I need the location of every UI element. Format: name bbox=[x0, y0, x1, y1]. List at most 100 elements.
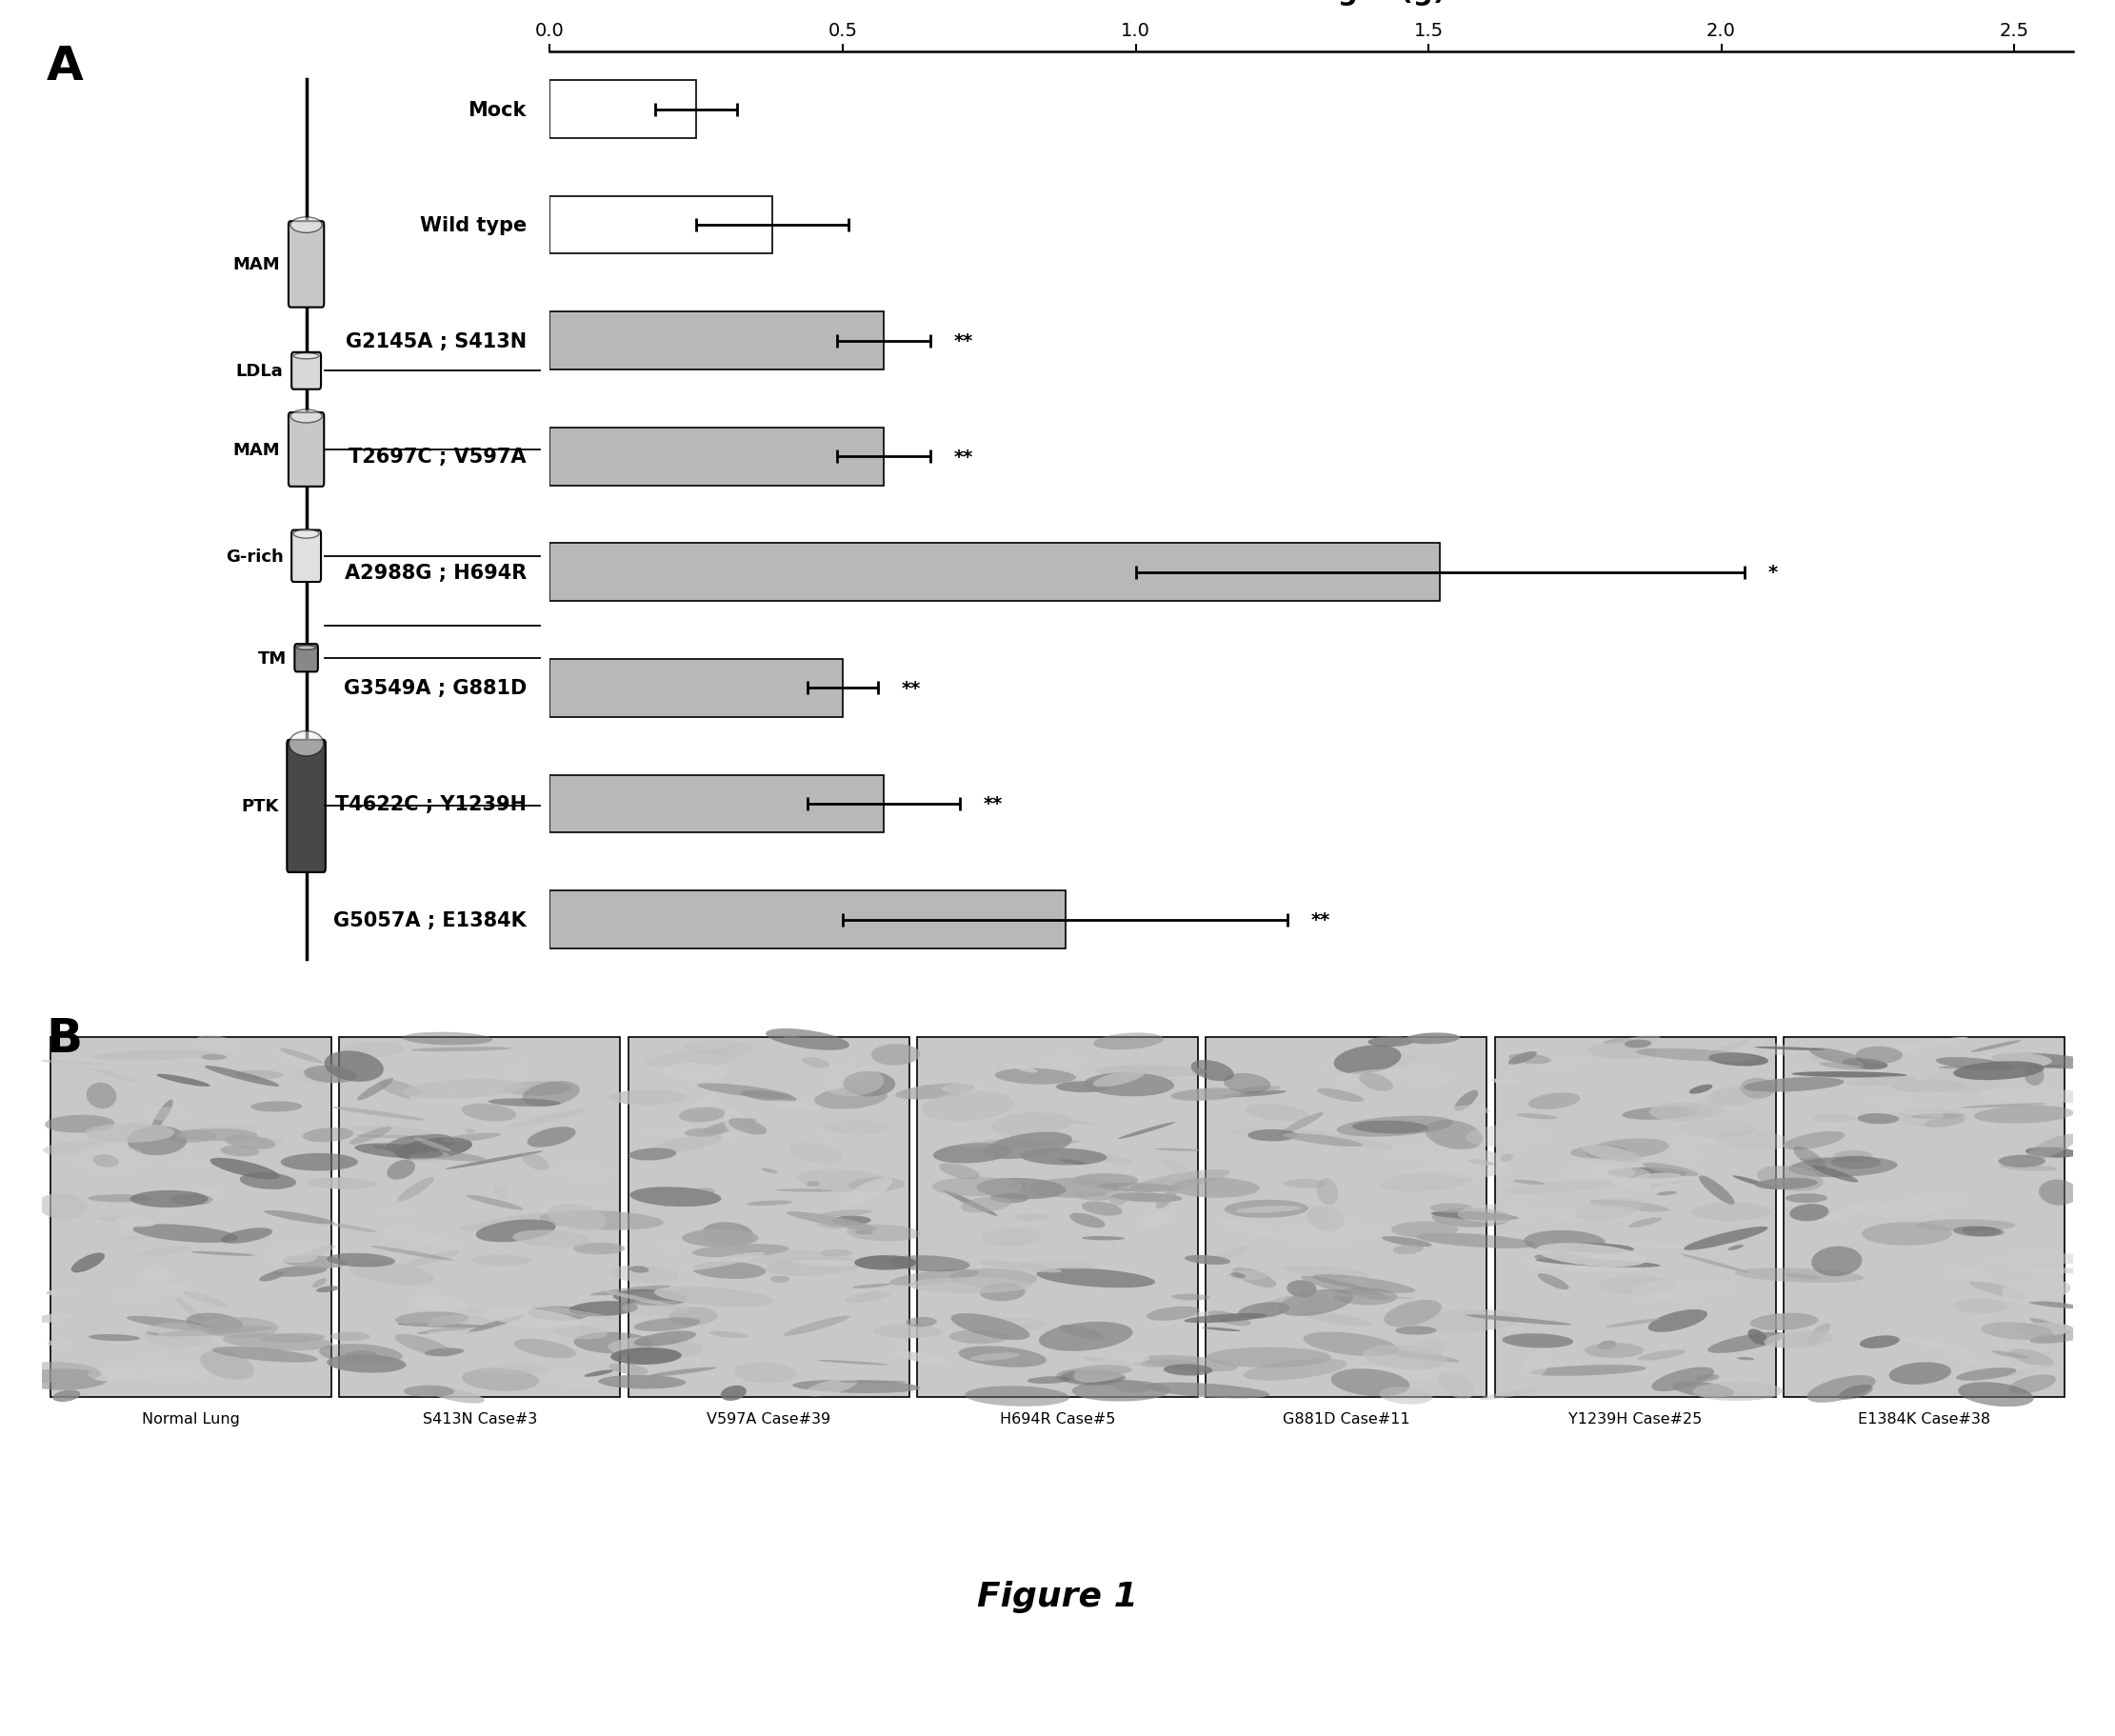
Ellipse shape bbox=[1074, 1356, 1142, 1384]
Ellipse shape bbox=[324, 1050, 383, 1082]
Ellipse shape bbox=[370, 1246, 455, 1260]
Text: H694R Case#5: H694R Case#5 bbox=[1000, 1411, 1115, 1425]
Ellipse shape bbox=[127, 1316, 220, 1332]
Ellipse shape bbox=[385, 1147, 486, 1161]
Ellipse shape bbox=[1244, 1104, 1309, 1121]
Ellipse shape bbox=[1715, 1040, 1749, 1052]
Ellipse shape bbox=[493, 1186, 508, 1200]
Ellipse shape bbox=[1426, 1120, 1483, 1149]
Ellipse shape bbox=[152, 1101, 173, 1130]
Ellipse shape bbox=[599, 1375, 685, 1389]
Ellipse shape bbox=[1512, 1180, 1544, 1186]
Ellipse shape bbox=[1637, 1351, 1686, 1361]
Ellipse shape bbox=[1999, 1165, 2058, 1172]
Ellipse shape bbox=[740, 1090, 797, 1102]
Ellipse shape bbox=[85, 1123, 176, 1142]
Ellipse shape bbox=[250, 1102, 302, 1113]
Ellipse shape bbox=[1356, 1080, 1415, 1088]
Ellipse shape bbox=[1912, 1115, 1965, 1118]
Bar bbox=[550, 776, 884, 833]
Bar bbox=[550, 82, 696, 139]
Ellipse shape bbox=[1707, 1087, 1764, 1106]
Ellipse shape bbox=[116, 1217, 157, 1227]
Ellipse shape bbox=[1810, 1246, 1861, 1276]
Ellipse shape bbox=[1072, 1380, 1170, 1401]
Ellipse shape bbox=[484, 1307, 582, 1330]
Ellipse shape bbox=[983, 1139, 1060, 1147]
Ellipse shape bbox=[1825, 1203, 1870, 1222]
Ellipse shape bbox=[1045, 1054, 1085, 1068]
Ellipse shape bbox=[816, 1359, 888, 1364]
Ellipse shape bbox=[1865, 1095, 1944, 1118]
Ellipse shape bbox=[372, 1146, 389, 1151]
Ellipse shape bbox=[838, 1380, 907, 1384]
Ellipse shape bbox=[1599, 1276, 1675, 1295]
Ellipse shape bbox=[30, 1061, 106, 1064]
Ellipse shape bbox=[1282, 1113, 1324, 1135]
Ellipse shape bbox=[1235, 1207, 1301, 1213]
Ellipse shape bbox=[1466, 1314, 1571, 1325]
Ellipse shape bbox=[1337, 1116, 1453, 1137]
Ellipse shape bbox=[1055, 1368, 1125, 1385]
Ellipse shape bbox=[1561, 1243, 1635, 1253]
Ellipse shape bbox=[1603, 1038, 1633, 1045]
Ellipse shape bbox=[412, 1090, 453, 1094]
Ellipse shape bbox=[1529, 1094, 1580, 1109]
Ellipse shape bbox=[573, 1332, 654, 1354]
Ellipse shape bbox=[1550, 1207, 1639, 1222]
Ellipse shape bbox=[1036, 1269, 1155, 1288]
Ellipse shape bbox=[1468, 1160, 1495, 1165]
Ellipse shape bbox=[133, 1224, 237, 1243]
Ellipse shape bbox=[402, 1033, 493, 1045]
Ellipse shape bbox=[1184, 1314, 1267, 1323]
Ellipse shape bbox=[396, 1335, 453, 1358]
Ellipse shape bbox=[222, 1333, 332, 1351]
Ellipse shape bbox=[1371, 1349, 1459, 1363]
Ellipse shape bbox=[1074, 1364, 1132, 1377]
Ellipse shape bbox=[692, 1092, 717, 1111]
Ellipse shape bbox=[283, 1255, 347, 1269]
Ellipse shape bbox=[465, 1128, 476, 1134]
Ellipse shape bbox=[1011, 1182, 1026, 1189]
Ellipse shape bbox=[326, 1253, 396, 1267]
Ellipse shape bbox=[814, 1087, 888, 1109]
Ellipse shape bbox=[1093, 1264, 1125, 1269]
Ellipse shape bbox=[1732, 1175, 1779, 1189]
Ellipse shape bbox=[1136, 1359, 1197, 1368]
Ellipse shape bbox=[1563, 1165, 1635, 1180]
Ellipse shape bbox=[1028, 1377, 1070, 1384]
Ellipse shape bbox=[761, 1168, 778, 1174]
Ellipse shape bbox=[1838, 1385, 1872, 1399]
Ellipse shape bbox=[1569, 1146, 1629, 1158]
Ellipse shape bbox=[140, 1368, 209, 1378]
Ellipse shape bbox=[656, 1135, 721, 1153]
Ellipse shape bbox=[846, 1292, 890, 1304]
Ellipse shape bbox=[47, 1340, 76, 1347]
Ellipse shape bbox=[1719, 1040, 1806, 1055]
Ellipse shape bbox=[1808, 1054, 1863, 1068]
Ellipse shape bbox=[1990, 1351, 2028, 1359]
Ellipse shape bbox=[1741, 1078, 1774, 1099]
Ellipse shape bbox=[2016, 1323, 2073, 1337]
Ellipse shape bbox=[1789, 1156, 1897, 1177]
Ellipse shape bbox=[990, 1193, 1028, 1203]
Ellipse shape bbox=[1846, 1076, 1918, 1087]
Ellipse shape bbox=[1529, 1364, 1645, 1377]
Ellipse shape bbox=[1749, 1312, 1819, 1330]
Ellipse shape bbox=[770, 1276, 789, 1283]
Ellipse shape bbox=[159, 1326, 273, 1337]
Ellipse shape bbox=[328, 1224, 376, 1233]
Ellipse shape bbox=[1891, 1080, 1967, 1094]
Ellipse shape bbox=[1633, 1279, 1736, 1299]
Ellipse shape bbox=[1220, 1220, 1273, 1236]
Ellipse shape bbox=[1170, 1179, 1261, 1198]
Text: MAM: MAM bbox=[233, 441, 281, 458]
Ellipse shape bbox=[907, 1278, 1032, 1293]
Ellipse shape bbox=[224, 1135, 275, 1149]
Ellipse shape bbox=[683, 1128, 725, 1137]
Ellipse shape bbox=[1535, 1259, 1660, 1267]
Ellipse shape bbox=[1673, 1382, 1734, 1397]
Ellipse shape bbox=[1819, 1062, 1863, 1071]
Ellipse shape bbox=[1990, 1054, 2098, 1069]
Ellipse shape bbox=[1129, 1170, 1231, 1193]
